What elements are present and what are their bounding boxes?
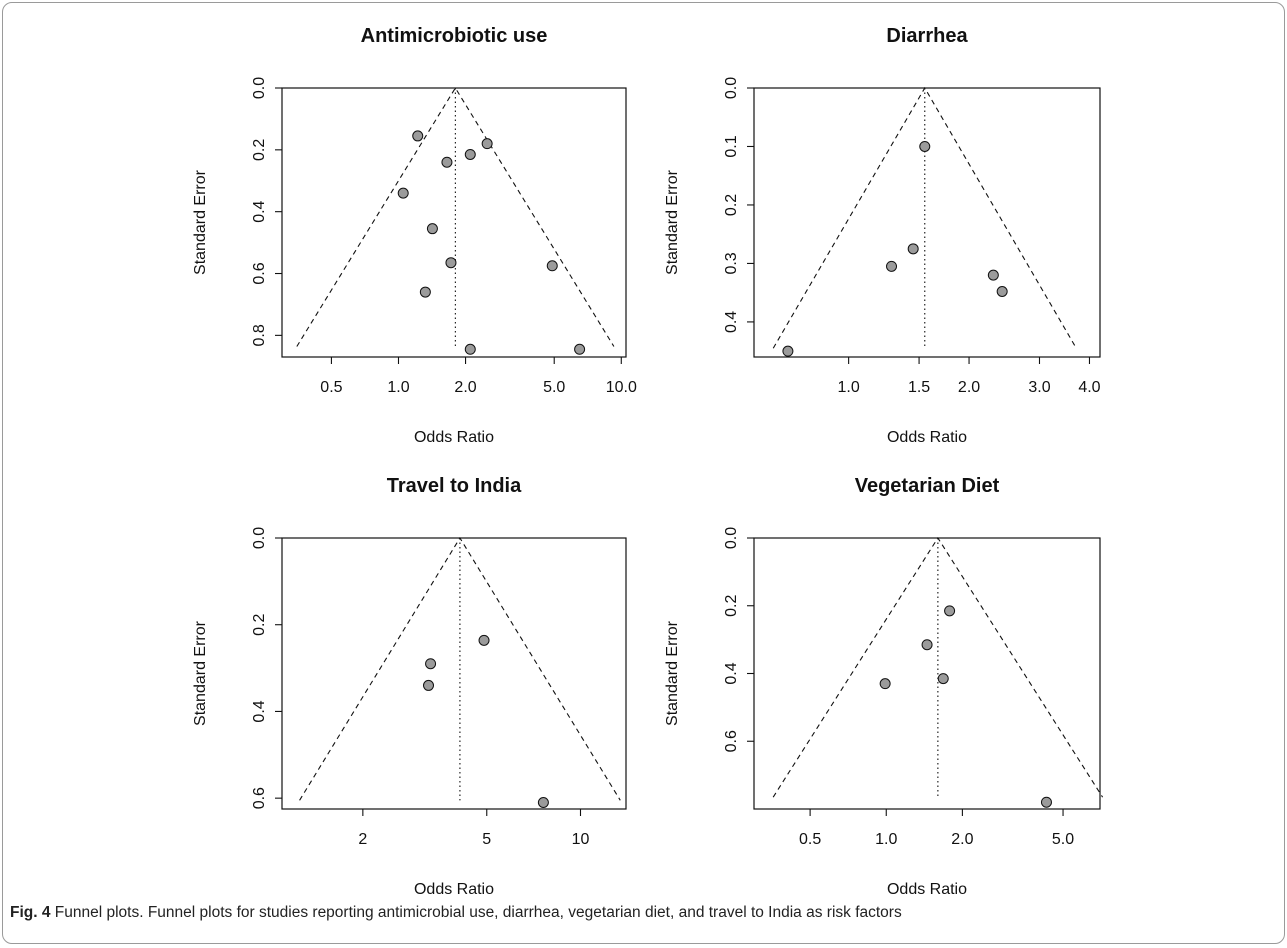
x-tick-label: 5.0 (543, 379, 565, 396)
study-point (537, 796, 549, 808)
x-tick-label: 4.0 (1078, 379, 1100, 396)
study-point (782, 345, 794, 357)
study-point (419, 286, 431, 298)
y-tick-label: 0.4 (723, 662, 740, 684)
x-tick-label: 1.0 (387, 379, 409, 396)
study-point (412, 130, 424, 142)
study-point (464, 343, 476, 355)
y-axis-label: Standard Error (664, 620, 681, 726)
plot-box (281, 87, 627, 358)
x-tick-label: 0.5 (799, 831, 821, 848)
x-axis-label: Odds Ratio (887, 429, 967, 446)
y-axis-label: Standard Error (192, 620, 209, 726)
funnel-plot-2: Diarrhea 1.0 1.5 2.0 3.0 4.0 0.0 0.1 0.2 0.3 0.4 Od… (664, 25, 1101, 446)
x-tick-label: 1.0 (838, 379, 860, 396)
study-point (425, 658, 437, 670)
plot-title: Diarrhea (886, 25, 968, 47)
x-tick-label: 10 (572, 831, 590, 848)
plot-title: Antimicrobiotic use (361, 25, 548, 47)
plot-title: Travel to India (387, 475, 522, 497)
y-tick-label: 0.0 (723, 77, 740, 99)
x-tick-label: 10.0 (606, 379, 637, 396)
caption-label: Fig. 4 (10, 904, 51, 921)
y-tick-label: 0.6 (251, 262, 268, 284)
y-tick-label: 0.1 (723, 135, 740, 157)
y-tick-label: 0.3 (723, 252, 740, 274)
x-tick-label: 5.0 (1052, 831, 1074, 848)
figure-caption: Fig. 4 Funnel plots. Funnel plots for st… (10, 904, 1270, 922)
plot-box (753, 87, 1101, 358)
study-point (907, 243, 919, 255)
y-tick-label: 0.4 (251, 700, 268, 722)
y-tick-label: 0.0 (251, 77, 268, 99)
study-point (886, 260, 898, 272)
study-point (921, 639, 933, 651)
study-point (996, 286, 1008, 298)
x-tick-label: 2 (358, 831, 367, 848)
x-tick-label: 3.0 (1028, 379, 1050, 396)
y-tick-label: 0.4 (251, 200, 268, 222)
funnel-lines (772, 536, 1104, 798)
y-tick-label: 0.2 (251, 139, 268, 161)
plot-box (281, 537, 627, 810)
x-tick-label: 0.5 (320, 379, 342, 396)
plot-title: Vegetarian Diet (855, 475, 1000, 497)
x-axis-label: Odds Ratio (887, 881, 967, 898)
study-point (574, 343, 586, 355)
study-point (879, 678, 891, 690)
funnel-plot-1: Antimicrobiotic use 0.5 1.0 2.0 5.0 10.0 0.0 0.… (192, 25, 637, 446)
study-point (944, 605, 956, 617)
x-axis-label: Odds Ratio (414, 881, 494, 898)
y-tick-label: 0.2 (251, 614, 268, 636)
study-point (546, 260, 558, 272)
caption-text: Funnel plots. Funnel plots for studies r… (50, 904, 902, 921)
x-tick-label: 5 (482, 831, 491, 848)
y-tick-label: 0.0 (251, 527, 268, 549)
study-point (937, 673, 949, 685)
funnel-lines (296, 86, 615, 347)
x-axis-label: Odds Ratio (414, 429, 494, 446)
y-tick-label: 0.6 (723, 730, 740, 752)
study-point (478, 634, 490, 646)
study-point (423, 679, 435, 691)
x-tick-label: 1.0 (875, 831, 897, 848)
study-point (919, 140, 931, 152)
x-tick-label: 2.0 (454, 379, 476, 396)
x-tick-label: 2.0 (958, 379, 980, 396)
x-tick-label: 1.5 (908, 379, 930, 396)
y-axis-label: Standard Error (192, 169, 209, 275)
study-point (481, 138, 493, 150)
study-point (441, 156, 453, 168)
y-tick-label: 0.2 (723, 595, 740, 617)
x-tick-label: 2.0 (951, 831, 973, 848)
y-tick-label: 0.8 (251, 324, 268, 346)
y-tick-label: 0.2 (723, 194, 740, 216)
study-point (397, 187, 409, 199)
study-point (987, 269, 999, 281)
y-tick-label: 0.4 (723, 311, 740, 333)
study-point (464, 148, 476, 160)
y-tick-label: 0.0 (723, 527, 740, 549)
study-point (426, 223, 438, 235)
funnel-plot-3: Travel to India 2 5 10 0.0 0.2 0.4 0.6 Odds Rati… (192, 475, 627, 898)
y-axis-label: Standard Error (664, 169, 681, 275)
study-point (1040, 796, 1052, 808)
y-tick-label: 0.6 (251, 787, 268, 809)
funnel-plot-4: Vegetarian Diet 0.5 1.0 2.0 5.0 0.0 0.2 0.4 0.6 O… (664, 475, 1104, 898)
study-point (445, 257, 457, 269)
plot-box (753, 537, 1101, 810)
